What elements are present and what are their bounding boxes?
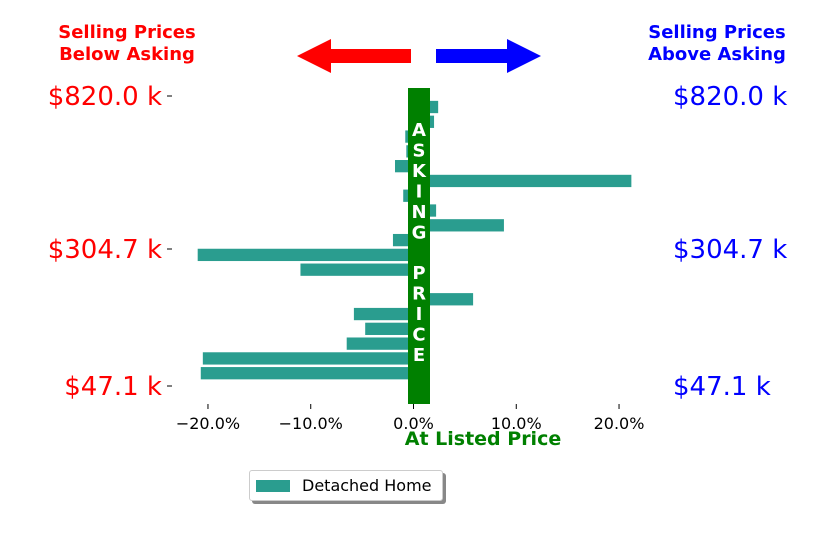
x-tick-label: 20.0% xyxy=(594,414,645,433)
band-letter: P xyxy=(412,263,425,284)
band-letter: E xyxy=(413,345,425,366)
band-letter: R xyxy=(412,284,426,305)
above-asking-header-line1: Selling Prices xyxy=(648,22,785,43)
bar xyxy=(300,263,414,276)
y-tick-label-right: $304.7 k xyxy=(673,235,787,265)
bar xyxy=(200,367,414,380)
y-tick-label-left: $304.7 k xyxy=(48,235,162,265)
x-tick-label: −10.0% xyxy=(279,414,343,433)
x-tick-label: 0.0% xyxy=(393,414,434,433)
y-tick-label-right: $47.1 k xyxy=(673,372,771,402)
bar xyxy=(197,248,414,262)
band-letter: A xyxy=(412,120,426,141)
x-ticks: −20.0% −10.0% 0.0% 10.0% 20.0% xyxy=(176,404,645,433)
band-letter: C xyxy=(412,325,425,346)
y-ticks-right: $820.0 k $304.7 k $47.1 k xyxy=(673,82,787,402)
band-letter: S xyxy=(413,141,426,162)
band-letter: I xyxy=(416,304,423,325)
left-arrow-icon xyxy=(297,39,411,73)
band-letter: N xyxy=(411,202,426,223)
bar xyxy=(353,307,414,321)
right-arrow-icon xyxy=(436,39,541,73)
x-axis-label: At Listed Price xyxy=(405,428,561,450)
asking-price-band xyxy=(408,88,430,404)
bar xyxy=(365,322,414,335)
band-letter: I xyxy=(416,182,423,203)
x-tick-label: 10.0% xyxy=(491,414,542,433)
bar xyxy=(346,337,414,350)
below-asking-header-line1: Selling Prices xyxy=(58,22,195,43)
legend-label: Detached Home xyxy=(302,476,432,495)
legend-swatch xyxy=(256,479,290,492)
y-ticks-left: $820.0 k $304.7 k $47.1 k xyxy=(48,82,172,402)
band-letter: G xyxy=(412,223,427,244)
above-asking-header-line2: Above Asking xyxy=(648,44,786,65)
below-asking-header-line2: Below Asking xyxy=(59,44,195,65)
band-letter: K xyxy=(412,161,427,182)
bar xyxy=(413,174,632,188)
y-tick-label-left: $820.0 k xyxy=(48,82,162,112)
legend: Detached Home xyxy=(249,470,443,501)
bar xyxy=(413,219,504,232)
x-tick-label: −20.0% xyxy=(176,414,240,433)
y-tick-label-right: $820.0 k xyxy=(673,82,787,112)
bar xyxy=(202,352,414,365)
y-tick-label-left: $47.1 k xyxy=(64,372,162,402)
